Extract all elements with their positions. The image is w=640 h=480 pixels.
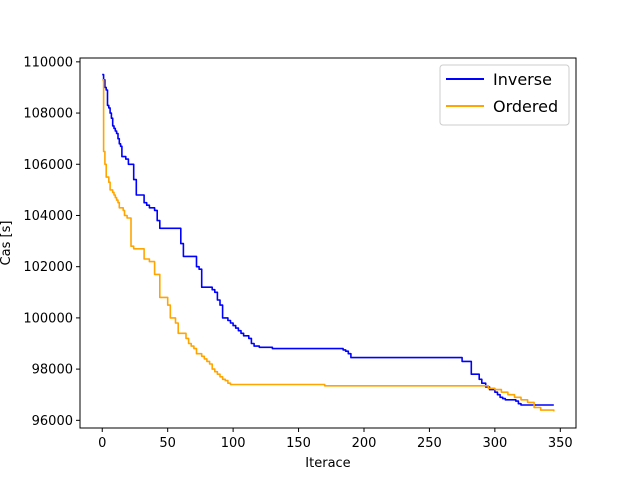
x-tick-label: 150 bbox=[286, 436, 311, 451]
y-tick-label: 110000 bbox=[23, 55, 73, 70]
x-axis-label: Iterace bbox=[305, 456, 350, 471]
y-tick-label: 98000 bbox=[32, 363, 73, 378]
x-tick-label: 200 bbox=[352, 436, 377, 451]
series-layer bbox=[102, 73, 555, 412]
y-tick-label: 104000 bbox=[23, 209, 73, 224]
y-tick-label: 100000 bbox=[23, 311, 73, 326]
x-axis: 0 50 100 150 200 250 300 350 bbox=[98, 428, 573, 451]
x-tick-label: 50 bbox=[159, 436, 176, 451]
y-tick-label: 96000 bbox=[32, 414, 73, 429]
x-tick-label: 350 bbox=[548, 436, 573, 451]
legend: Inverse Ordered bbox=[439, 64, 570, 126]
x-tick-label: 250 bbox=[417, 436, 442, 451]
x-tick-label: 0 bbox=[98, 436, 106, 451]
y-tick-label: 106000 bbox=[23, 158, 73, 173]
legend-label-ordered: Ordered bbox=[493, 97, 558, 116]
series-line-inverse bbox=[102, 73, 554, 406]
y-axis: 96000 98000 100000 102000 104000 106000 108000… bbox=[23, 55, 80, 429]
series-line-ordered bbox=[102, 79, 555, 412]
legend-label-inverse: Inverse bbox=[493, 70, 552, 89]
x-tick-label: 100 bbox=[221, 436, 246, 451]
x-tick-label: 300 bbox=[482, 436, 507, 451]
y-axis-label: Čas [s] bbox=[0, 221, 14, 266]
plot-area-frame bbox=[79, 57, 577, 429]
y-tick-label: 108000 bbox=[23, 107, 73, 122]
y-tick-label: 102000 bbox=[23, 260, 73, 275]
